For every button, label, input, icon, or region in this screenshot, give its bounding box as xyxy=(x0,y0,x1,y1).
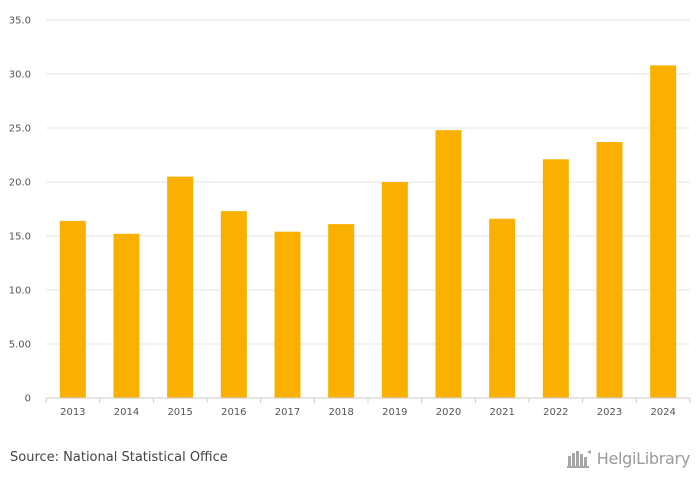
x-tick-label: 2014 xyxy=(114,407,139,418)
helgi-library-icon xyxy=(566,450,591,468)
y-tick-label: 0 xyxy=(25,394,31,405)
source-note: Source: National Statistical Office xyxy=(10,450,228,465)
bar-2022 xyxy=(542,159,569,398)
gridlines xyxy=(46,19,690,345)
bar-2015 xyxy=(167,176,194,398)
y-tick-label: 15.0 xyxy=(9,232,31,243)
bar-2023 xyxy=(596,142,623,398)
x-axis: 2013 2014 2015 2016 2017 2018 2019 2020 2021 2022… xyxy=(45,397,691,418)
bar-2014 xyxy=(113,233,140,398)
y-tick-label: 20.0 xyxy=(9,178,31,189)
bar-2021 xyxy=(489,218,516,398)
y-tick-label: 10.0 xyxy=(9,286,31,297)
x-tick-label: 2020 xyxy=(436,407,461,418)
x-tick-label: 2021 xyxy=(489,407,514,418)
x-tick-label: 2015 xyxy=(167,407,192,418)
x-tick-label: 2019 xyxy=(382,407,407,418)
y-axis: 0 5.00 10.0 15.0 20.0 25.0 30.0 35.0 xyxy=(9,16,31,405)
logo-text: HelgiLibrary xyxy=(596,448,691,468)
y-tick-label: 35.0 xyxy=(9,16,31,27)
bar-2016 xyxy=(220,211,247,398)
bar-2019 xyxy=(381,182,408,398)
x-tick-label: 2023 xyxy=(597,407,622,418)
x-tick-label: 2018 xyxy=(328,407,353,418)
x-tick-label: 2022 xyxy=(543,407,568,418)
bar-2017 xyxy=(274,231,301,398)
bar-2013 xyxy=(59,220,86,398)
bar-2024 xyxy=(650,65,677,399)
bar-2018 xyxy=(328,224,355,398)
x-tick-label: 2024 xyxy=(650,407,675,418)
y-tick-label: 5.00 xyxy=(9,340,31,351)
x-tick-label: 2017 xyxy=(275,407,300,418)
helgi-library-logo: HelgiLibrary xyxy=(566,447,691,469)
x-tick-label: 2013 xyxy=(60,407,85,418)
bars xyxy=(59,65,677,399)
bar-2020 xyxy=(435,130,462,398)
y-tick-label: 25.0 xyxy=(9,124,31,135)
x-tick-label: 2016 xyxy=(221,407,246,418)
y-tick-label: 30.0 xyxy=(9,70,31,81)
